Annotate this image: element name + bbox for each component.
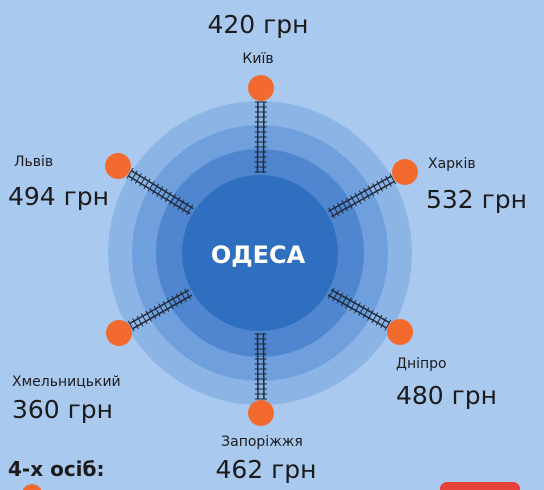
rail-tie — [166, 298, 174, 310]
rail-tie — [175, 293, 183, 305]
rail-tie — [376, 180, 384, 192]
rail-line — [129, 289, 190, 325]
rail-tie — [336, 292, 344, 304]
city-dot — [248, 400, 274, 426]
rail-tie — [162, 300, 170, 312]
rail-tie — [149, 308, 157, 320]
center-label: ОДЕСА — [211, 241, 306, 269]
nodes: Київ 420 грн Харків 532 грн Дніпро 480 грн Зап… — [8, 10, 527, 484]
rail-tie — [140, 313, 148, 325]
rail-tie — [136, 315, 144, 327]
footer-button — [440, 482, 520, 490]
city-dot — [106, 320, 132, 346]
city-dot — [248, 75, 274, 101]
rail-tie — [171, 295, 179, 307]
rail-tie — [385, 175, 392, 187]
rail-tie — [156, 186, 164, 197]
city-name: Хмельницький — [12, 374, 121, 390]
rail-tie — [384, 319, 392, 331]
rail-tie — [143, 178, 151, 190]
rail-line — [327, 294, 387, 329]
city-dot — [392, 159, 418, 185]
city-name: Харків — [428, 156, 476, 172]
rail-tie — [328, 207, 336, 219]
rail-tie — [349, 299, 357, 311]
rail-tie — [341, 200, 349, 212]
city-name: Дніпро — [396, 356, 447, 372]
center-circle — [182, 175, 338, 331]
rail-tie — [358, 190, 366, 202]
footer-dot — [22, 484, 42, 490]
rail-tie — [362, 307, 370, 319]
rail-tie — [371, 183, 379, 195]
rail-line — [132, 294, 193, 330]
rail-tie — [130, 170, 138, 182]
rail-tie — [164, 191, 172, 203]
rail-tie — [380, 178, 388, 190]
rail-tie — [145, 310, 152, 322]
rail-tie — [127, 320, 135, 332]
rail-tie — [132, 318, 139, 330]
rail-tie — [358, 304, 366, 316]
rail-tie — [345, 197, 353, 209]
rail-tie — [177, 199, 185, 211]
rail-tie — [375, 314, 383, 326]
city-price: 360 грн — [12, 395, 113, 424]
rail-tie — [350, 195, 357, 207]
city-name: Львів — [14, 154, 53, 170]
rail-tie — [332, 205, 340, 217]
rail-tie — [367, 309, 374, 321]
city-price: 532 грн — [426, 185, 527, 214]
rail-tie — [354, 192, 362, 204]
rail-tie — [126, 167, 134, 179]
rail-tie — [179, 291, 187, 302]
rail-tie — [380, 317, 387, 329]
city-dot — [105, 153, 131, 179]
rail-tie — [147, 180, 155, 192]
rail-tie — [363, 187, 370, 199]
rail-tie — [173, 196, 181, 208]
rail-tie — [151, 183, 160, 195]
rail-tie — [153, 305, 161, 317]
city-dot — [387, 319, 413, 345]
rail-tie — [327, 287, 335, 299]
rail-tie — [186, 204, 194, 216]
rail-tie — [134, 173, 143, 184]
rail-tie — [158, 303, 166, 315]
city-name: Київ — [242, 51, 273, 67]
rail-tie — [340, 295, 348, 307]
city-name: Запоріжжя — [221, 434, 303, 450]
city-price: 494 грн — [8, 182, 109, 211]
rail-tie — [353, 302, 361, 314]
rail-tie — [160, 188, 168, 200]
rail-tie — [181, 201, 189, 213]
rail-tie — [184, 288, 192, 300]
city-price: 420 грн — [207, 10, 308, 39]
rail-tie — [169, 194, 177, 205]
rail-tie — [389, 173, 397, 185]
rail-tie — [332, 290, 339, 302]
rail-tie — [371, 312, 379, 324]
city-price: 480 грн — [396, 381, 497, 410]
rail-tie — [345, 297, 353, 309]
rail-tie — [367, 185, 375, 197]
rails-top — [126, 101, 397, 400]
rail-tie — [337, 202, 344, 214]
city-price: 462 грн — [215, 455, 316, 484]
footer-text: 4-х осіб: — [8, 457, 105, 481]
rail-tie — [139, 175, 147, 187]
rail-line — [330, 289, 390, 324]
